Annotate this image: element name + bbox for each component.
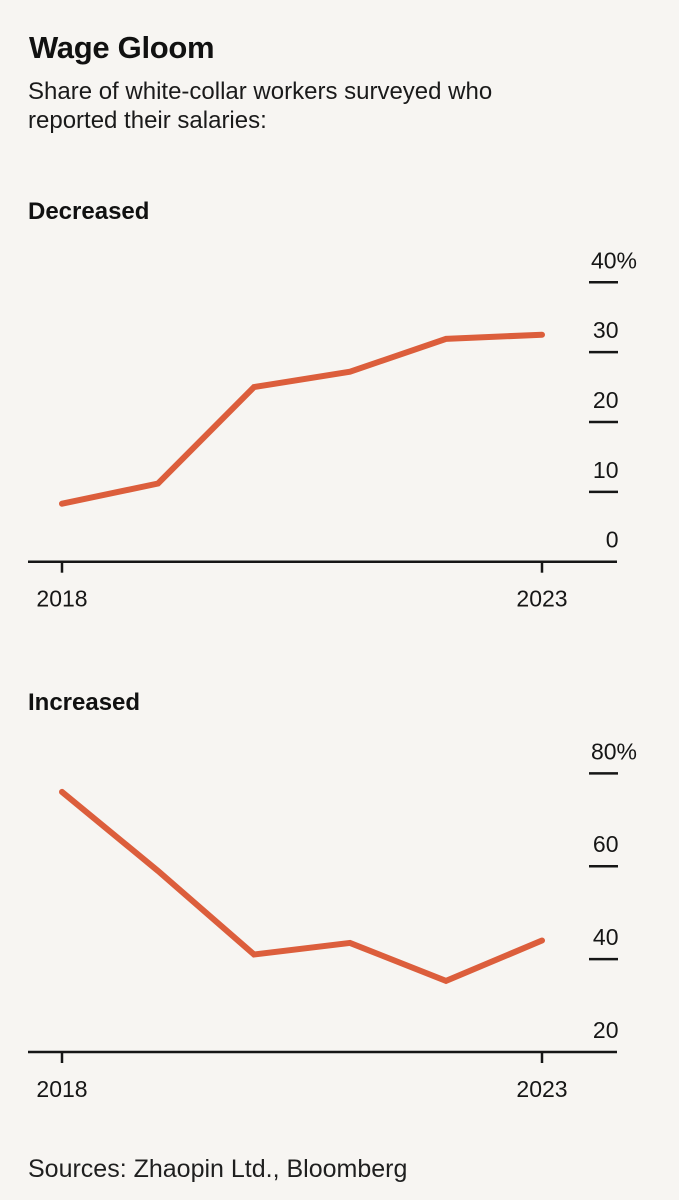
- chart-plot-svg: 2018 2023 0 10 20 30 40%: [28, 247, 637, 612]
- source-note: Sources: Zhaopin Ltd., Bloomberg: [28, 1155, 408, 1183]
- x-tick-label: 2023: [516, 586, 567, 612]
- chart-plot-svg: 2018 2023 20 40 60 80%: [28, 738, 637, 1102]
- y-tick-label: 20: [593, 1017, 619, 1043]
- data-line-series: [59, 788, 545, 985]
- y-tick-label: 40%: [591, 247, 637, 273]
- y-tick-label: 0: [606, 527, 619, 553]
- y-tick-label: 30: [593, 317, 619, 343]
- x-tick-label: 2023: [516, 1076, 567, 1102]
- page-subtitle: Share of white-collar workers surveyed w…: [28, 78, 493, 134]
- decreased-line-chart: 2018 2023 0 10 20 30 40%: [0, 230, 679, 620]
- x-tick-label: 2018: [36, 1076, 87, 1102]
- chart-title-increased: Increased: [28, 689, 141, 716]
- y-tick-label: 10: [593, 457, 619, 483]
- data-line-series: [59, 331, 545, 507]
- y-tick-label: 80%: [591, 738, 637, 764]
- y-tick-label: 20: [593, 387, 619, 413]
- chart-title-decreased: Decreased: [28, 198, 150, 225]
- increased-line-chart: 2018 2023 20 40 60 80%: [0, 730, 679, 1110]
- x-tick-label: 2018: [36, 586, 87, 612]
- page-title: Wage Gloom: [29, 30, 215, 65]
- y-tick-label: 60: [593, 831, 619, 857]
- y-tick-label: 40: [593, 924, 619, 950]
